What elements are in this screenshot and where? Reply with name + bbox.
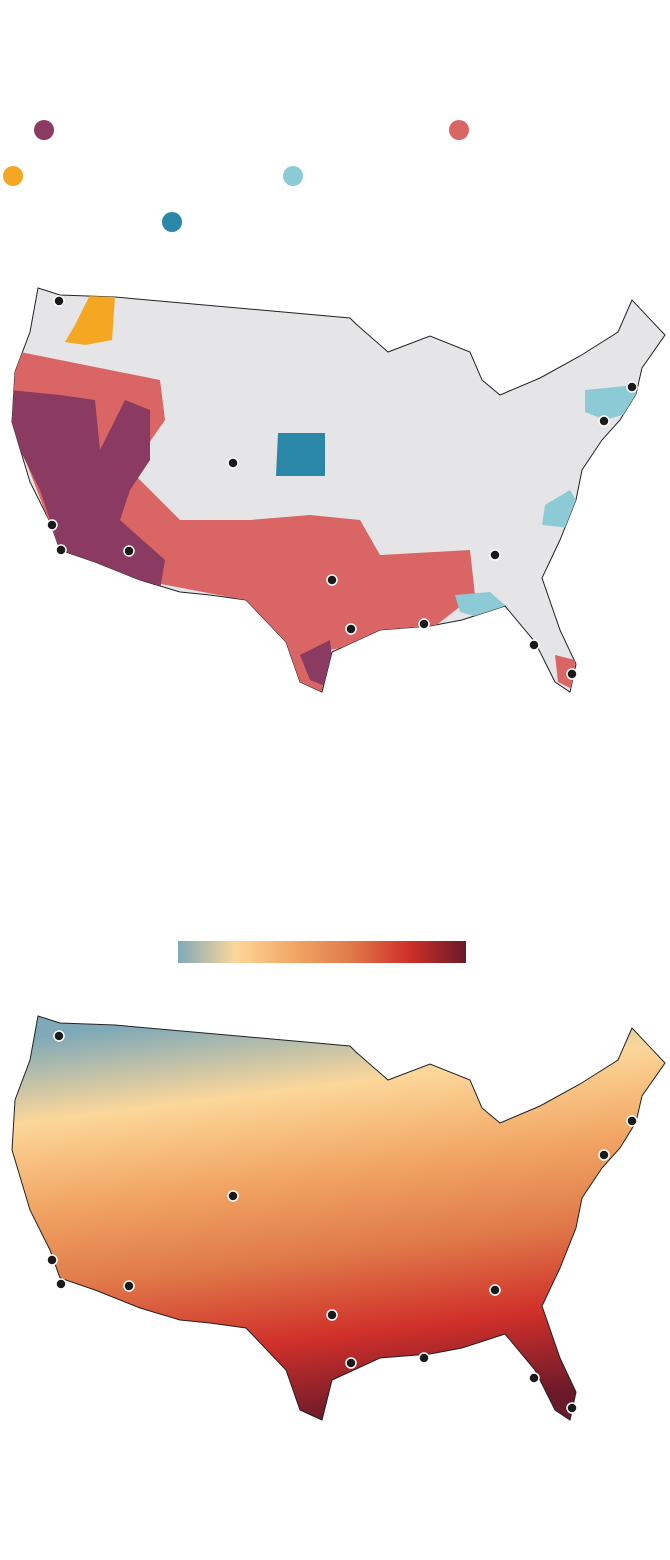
- city-dot: [345, 1357, 357, 1369]
- city-dot: [55, 1278, 67, 1290]
- region-dark-blue: [276, 433, 325, 476]
- city-dot: [345, 623, 357, 635]
- city-dot: [528, 639, 540, 651]
- city-dot: [598, 415, 610, 427]
- city-dot: [418, 618, 430, 630]
- city-dot: [489, 1284, 501, 1296]
- city-dot: [418, 1352, 430, 1364]
- city-dot: [489, 549, 501, 561]
- city-dot: [53, 295, 65, 307]
- region-orange: [65, 295, 115, 345]
- city-dot: [326, 574, 338, 586]
- heat-map: [11, 1015, 666, 1421]
- city-dot: [528, 1372, 540, 1384]
- city-dots: [46, 1030, 638, 1414]
- city-dot: [626, 1115, 638, 1127]
- legend: [3, 120, 469, 232]
- city-dot: [227, 1190, 239, 1202]
- color-scale: [178, 941, 466, 963]
- legend-dot: [449, 120, 469, 140]
- city-dot: [55, 544, 67, 556]
- city-dot: [46, 1254, 58, 1266]
- legend-dot: [3, 166, 23, 186]
- city-dot: [46, 519, 58, 531]
- city-dot: [566, 668, 578, 680]
- region-extreme: [12, 390, 165, 590]
- city-dot: [227, 457, 239, 469]
- legend-dot: [34, 120, 54, 140]
- city-dot: [123, 545, 135, 557]
- region-high: [555, 655, 575, 690]
- city-dots: [46, 295, 638, 680]
- city-dot: [566, 1402, 578, 1414]
- city-dot: [626, 381, 638, 393]
- legend-dot: [162, 212, 182, 232]
- us-heat: [11, 1015, 666, 1421]
- city-dot: [53, 1030, 65, 1042]
- legend-dot: [283, 166, 303, 186]
- city-dot: [326, 1309, 338, 1321]
- city-dot: [598, 1149, 610, 1161]
- risk-map: [11, 287, 666, 693]
- city-dot: [123, 1280, 135, 1292]
